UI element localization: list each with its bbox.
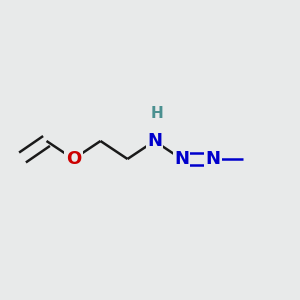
Text: O: O xyxy=(66,150,81,168)
Text: N: N xyxy=(147,132,162,150)
Text: N: N xyxy=(174,150,189,168)
Text: H: H xyxy=(151,106,164,122)
Text: N: N xyxy=(206,150,220,168)
